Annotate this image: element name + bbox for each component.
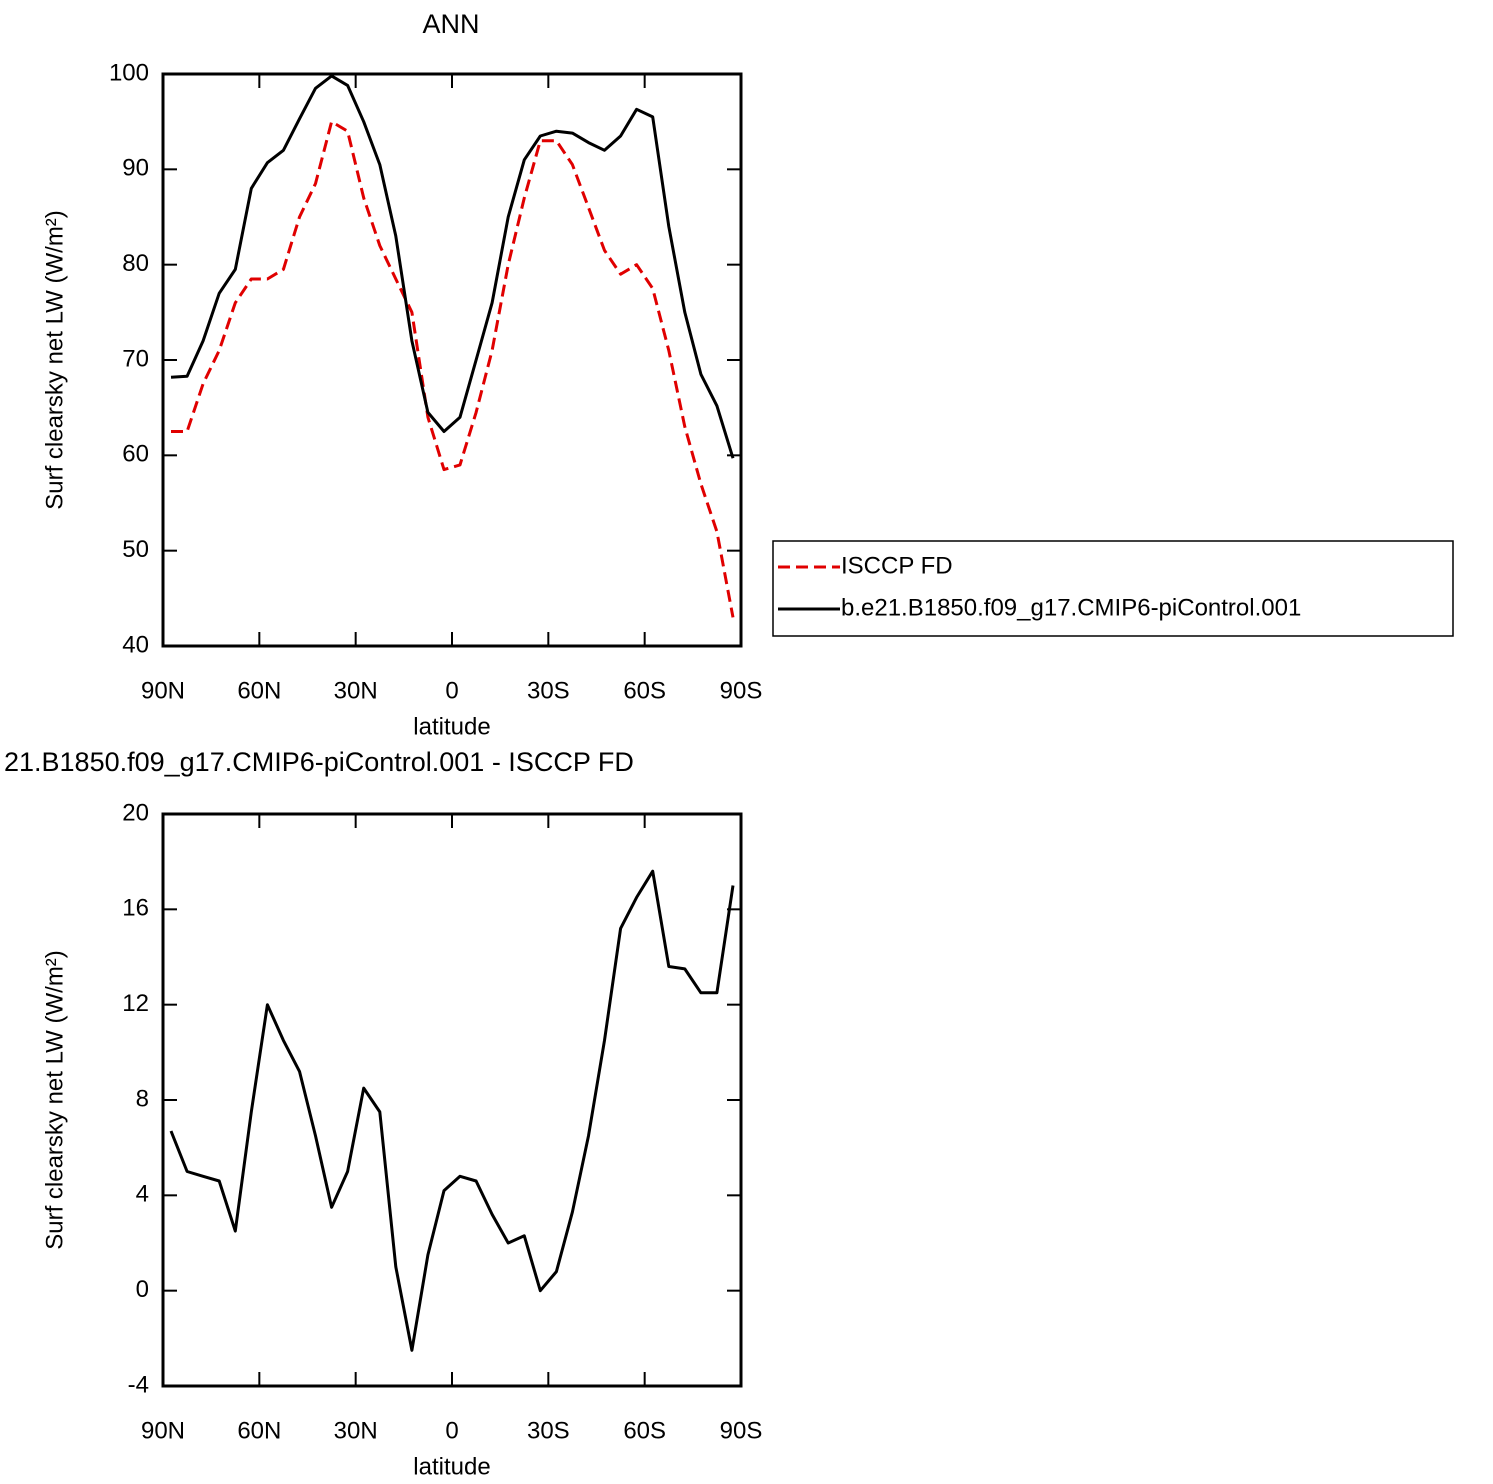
x-tick-label: 60S [623, 1417, 666, 1444]
x-tick-label: 60S [623, 677, 666, 704]
chart-title: ANN [422, 9, 479, 39]
plot-frame [161, 72, 743, 648]
x-tick-label: 90S [720, 677, 763, 704]
y-tick-label: 70 [122, 345, 149, 372]
legend-label: ISCCP FD [841, 552, 953, 579]
y-tick-label: 8 [136, 1085, 149, 1112]
y-tick-label: 16 [122, 895, 149, 922]
x-tick-label: 0 [445, 677, 458, 704]
y-tick-label: 40 [122, 631, 149, 658]
x-axis-label: latitude [413, 1453, 490, 1480]
y-tick-label: 4 [136, 1181, 149, 1208]
x-tick-label: 0 [445, 1417, 458, 1444]
y-tick-label: 80 [122, 250, 149, 277]
x-tick-label: 90N [141, 1417, 185, 1444]
legend-label: b.e21.B1850.f09_g17.CMIP6-piControl.001 [841, 594, 1301, 621]
plot-frame [161, 812, 743, 1388]
data-line [171, 120, 735, 618]
data-line [169, 869, 735, 1352]
x-tick-label: 60N [237, 677, 281, 704]
chart-title: 21.B1850.f09_g17.CMIP6-piControl.001 - I… [4, 747, 634, 777]
x-tick-label: 60N [237, 1417, 281, 1444]
x-tick-label: 30N [334, 677, 378, 704]
y-axis-label: Surf clearsky net LW (W/m²) [41, 210, 68, 510]
y-tick-label: -4 [128, 1371, 149, 1398]
y-tick-label: 50 [122, 536, 149, 563]
y-tick-label: 20 [122, 799, 149, 826]
data-line [170, 74, 735, 459]
y-tick-label: 90 [122, 155, 149, 182]
y-tick-label: 100 [109, 59, 149, 86]
legend-box [772, 540, 1454, 637]
y-axis-label: Surf clearsky net LW (W/m²) [41, 950, 68, 1250]
x-tick-label: 90N [141, 677, 185, 704]
x-tick-label: 30S [527, 677, 570, 704]
y-tick-label: 0 [136, 1276, 149, 1303]
x-axis-label: latitude [413, 713, 490, 740]
y-tick-label: 60 [122, 441, 149, 468]
x-tick-label: 30N [334, 1417, 378, 1444]
x-tick-label: 90S [720, 1417, 763, 1444]
x-tick-label: 30S [527, 1417, 570, 1444]
y-tick-label: 12 [122, 990, 149, 1017]
